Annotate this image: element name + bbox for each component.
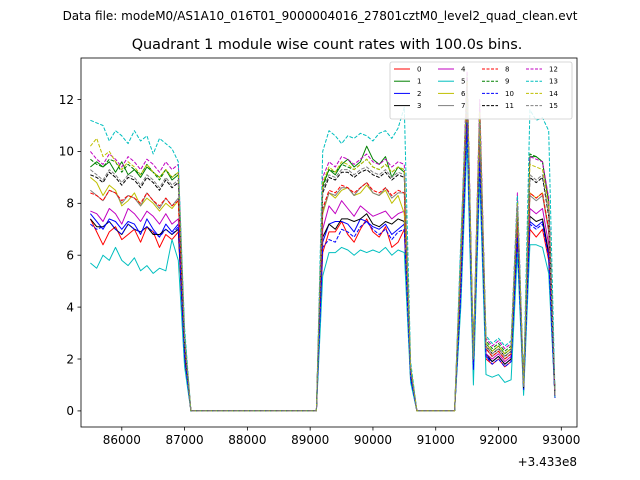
x-tick-label: 92000	[479, 433, 517, 447]
series-layer	[89, 70, 556, 412]
series-line-14	[90, 80, 556, 412]
series-line-15	[90, 86, 556, 412]
y-tick-label: 6	[66, 249, 74, 263]
legend-frame	[389, 61, 573, 120]
axes-frame	[80, 57, 578, 428]
series-line-5	[90, 140, 556, 412]
x-tick-label: 93000	[542, 433, 580, 447]
y-tick-label: 2	[66, 352, 74, 366]
x-offset-label: +3.433e8	[518, 455, 577, 469]
legend-label-2: 2	[417, 90, 421, 98]
legend-label-9: 9	[505, 78, 509, 86]
legend-label-6: 6	[461, 90, 466, 98]
y-ticks: 0 2 4 6 8 10 12	[59, 93, 81, 418]
y-tick-label: 0	[66, 404, 74, 418]
legend-label-3: 3	[417, 102, 421, 110]
series-line-10	[90, 122, 556, 412]
y-tick-label: 8	[66, 197, 74, 211]
x-tick-label: 86000	[103, 433, 141, 447]
y-tick-label: 4	[66, 300, 74, 314]
legend-label-5: 5	[461, 78, 465, 86]
legend-label-11: 11	[505, 102, 514, 110]
plot-area: 86000 87000 88000 89000 90000 91000 92000 93000…	[59, 57, 580, 469]
data-file-label: Data file: modeM0/AS1A10_016T01_90000040…	[63, 9, 578, 23]
x-tick-label: 90000	[354, 433, 392, 447]
chart-title: Quadrant 1 module wise count rates with …	[132, 37, 523, 53]
x-tick-label: 87000	[166, 433, 204, 447]
legend-label-13: 13	[549, 78, 558, 86]
legend-label-14: 14	[549, 90, 558, 98]
series-line-13	[90, 88, 556, 412]
legend-label-8: 8	[505, 66, 509, 74]
y-tick-label: 12	[59, 93, 74, 107]
legend-label-7: 7	[461, 102, 465, 110]
x-ticks: 86000 87000 88000 89000 90000 91000 92000 93000	[103, 427, 580, 447]
legend-label-4: 4	[461, 66, 466, 74]
legend-label-10: 10	[505, 90, 514, 98]
x-tick-label: 89000	[291, 433, 329, 447]
legend-label-12: 12	[549, 66, 558, 74]
x-tick-label: 91000	[417, 433, 455, 447]
x-tick-label: 88000	[228, 433, 266, 447]
legend-label-0: 0	[417, 66, 421, 74]
y-tick-label: 10	[59, 145, 74, 159]
legend-label-1: 1	[417, 78, 421, 86]
legend-label-15: 15	[549, 102, 558, 110]
